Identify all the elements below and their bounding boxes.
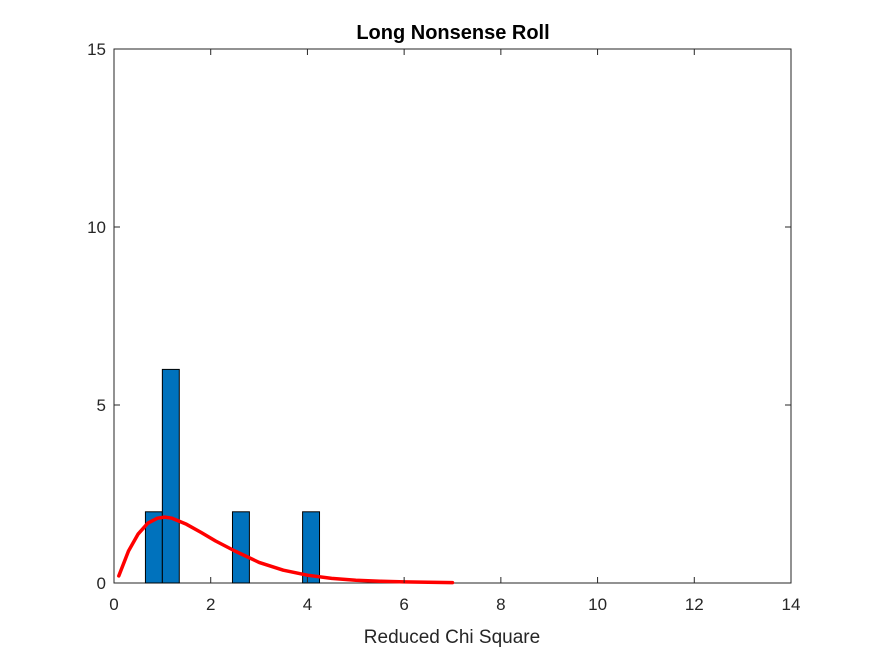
x-tick-label: 14	[782, 595, 801, 614]
y-tick-label: 15	[87, 40, 106, 59]
y-axis-ticks: 0 5 10 15	[87, 40, 791, 593]
y-tick-label: 10	[87, 218, 106, 237]
histogram-bar-2	[231, 511, 250, 584]
x-tick-label: 8	[496, 595, 505, 614]
y-tick-label: 0	[97, 574, 106, 593]
x-tick-label: 2	[206, 595, 215, 614]
x-axis-label: Reduced Chi Square	[364, 627, 540, 648]
axes-box	[113, 48, 792, 584]
histogram-bar-1	[161, 368, 180, 584]
x-axis-ticks: 0 2 4 6 8 10 12 14	[109, 49, 800, 614]
chart-title: Long Nonsense Roll	[356, 22, 549, 44]
histogram-bars	[144, 368, 321, 584]
x-tick-label: 4	[303, 595, 312, 614]
y-tick-label: 5	[97, 396, 106, 415]
plot-area: 0 2 4 6 8 10 12 14 0 5 10 15	[87, 40, 800, 614]
x-tick-label: 6	[399, 595, 408, 614]
x-tick-label: 12	[685, 595, 704, 614]
fit-curve-layer	[117, 515, 455, 585]
x-tick-label: 10	[588, 595, 607, 614]
x-tick-label: 0	[109, 595, 118, 614]
fit-curve-line	[117, 515, 455, 585]
histogram-bar-3	[302, 511, 321, 584]
